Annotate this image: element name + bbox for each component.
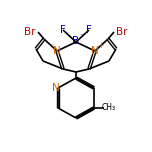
Text: F: F [60, 25, 66, 35]
Text: ⁻: ⁻ [79, 33, 83, 39]
Text: N: N [52, 83, 60, 93]
Text: N: N [53, 46, 61, 56]
Text: .: . [66, 25, 69, 35]
Text: B: B [73, 36, 79, 46]
Text: Br: Br [116, 27, 128, 37]
Text: F: F [86, 25, 92, 35]
Text: CH₃: CH₃ [102, 104, 116, 112]
Text: Br: Br [24, 27, 36, 37]
Text: +: + [97, 41, 103, 50]
Text: N: N [91, 46, 99, 56]
Text: ⁻: ⁻ [50, 41, 54, 50]
